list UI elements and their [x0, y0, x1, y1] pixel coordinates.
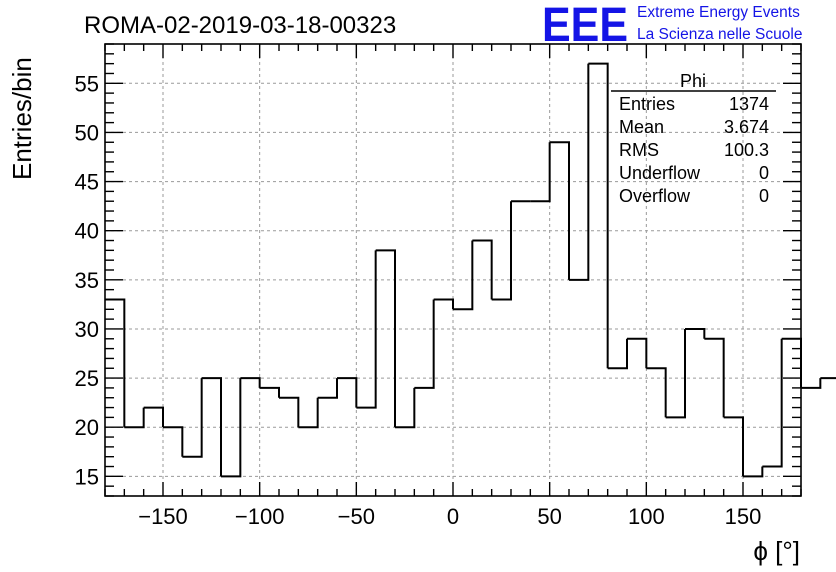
histogram-bin: [646, 367, 667, 418]
histogram-bin: [665, 328, 686, 419]
x-tick-label: 50: [537, 504, 561, 529]
labels-layer: −150 −100 −50 0 50 100 150 15 20 25 30 35 40 45 50 55: [75, 71, 762, 529]
x-tick-label: 100: [628, 504, 665, 529]
y-tick-label: 25: [75, 366, 99, 391]
y-tick-label: 30: [75, 317, 99, 342]
stats-box: Phi Entries 1374 Mean 3.674 RMS 100.3 Underflo…: [611, 71, 776, 206]
x-axis-title: ϕ [°]: [753, 536, 800, 566]
histogram-bin: [627, 337, 648, 369]
histogram-bin: [433, 298, 454, 310]
histogram-bin: [163, 426, 184, 457]
histogram-bin: [298, 397, 319, 429]
histogram-bin: [395, 387, 416, 429]
stats-row-value: 0: [759, 186, 769, 206]
stats-row-label: Entries: [619, 94, 675, 114]
histogram-bin: [801, 378, 822, 389]
stats-row-label: RMS: [619, 140, 659, 160]
histogram-bin: [820, 377, 836, 380]
histogram-bin: [317, 378, 338, 399]
histogram-bin: [530, 142, 551, 203]
y-tick-label: 55: [75, 71, 99, 96]
histogram-bin: [221, 378, 242, 478]
histogram-bin: [743, 466, 764, 478]
histogram-bin: [491, 201, 512, 301]
stats-box-title: Phi: [680, 71, 706, 91]
y-axis-title: Entries/bin: [7, 57, 37, 180]
histogram-bin: [685, 327, 706, 339]
grid-layer: [105, 44, 801, 496]
logo-line-2: La Scienza nelle Scuole: [637, 26, 802, 43]
histogram-bin: [124, 407, 145, 429]
stats-row-value: 100.3: [724, 140, 769, 160]
histogram-bin: [704, 337, 725, 418]
histogram-bin: [549, 141, 570, 280]
chart-title: ROMA-02-2019-03-18-00323: [84, 12, 396, 39]
histogram-bin: [182, 378, 203, 458]
histogram-bin: [472, 239, 493, 300]
histogram-bin: [240, 377, 261, 388]
histogram-bin: [762, 338, 783, 468]
histogram-bin: [143, 406, 164, 428]
histogram-bin: [569, 63, 590, 281]
histogram-bin: [723, 416, 744, 477]
logo-line-1: Extreme Energy Events: [637, 4, 800, 21]
y-tick-label: 15: [75, 464, 99, 489]
x-tick-label: −150: [138, 504, 188, 529]
x-tick-label: 150: [725, 504, 762, 529]
histogram-bin: [453, 240, 474, 311]
axis-layer: [104, 43, 802, 497]
stats-row-label: Overflow: [619, 186, 691, 206]
histogram-bin: [337, 377, 358, 408]
histogram-bin: [375, 249, 396, 428]
histogram-bin: [607, 338, 628, 370]
histogram-bin: [279, 396, 300, 428]
histogram-bin: [588, 62, 609, 369]
histogram-layer: [105, 62, 836, 478]
y-tick-label: 45: [75, 170, 99, 195]
stats-row-label: Mean: [619, 117, 664, 137]
y-tick-label: 20: [75, 415, 99, 440]
logo-mark: EEE: [542, 0, 628, 52]
stats-row-value: 0: [759, 163, 769, 183]
histogram-bin: [356, 250, 377, 409]
stats-row-label: Underflow: [619, 163, 701, 183]
stats-row-value: 3.674: [724, 117, 769, 137]
y-tick-label: 50: [75, 120, 99, 145]
x-tick-label: −100: [235, 504, 285, 529]
x-tick-label: 0: [447, 504, 459, 529]
histogram-bin: [781, 337, 802, 388]
histogram-bin: [414, 299, 435, 389]
eee-logo: EEE Extreme Energy Events La Scienza nel…: [542, 0, 802, 52]
histogram-bin: [201, 377, 222, 477]
x-tick-label: −50: [338, 504, 375, 529]
y-tick-label: 40: [75, 219, 99, 244]
histogram-bin: [259, 386, 280, 398]
stats-row-value: 1374: [729, 94, 769, 114]
y-tick-label: 35: [75, 268, 99, 293]
